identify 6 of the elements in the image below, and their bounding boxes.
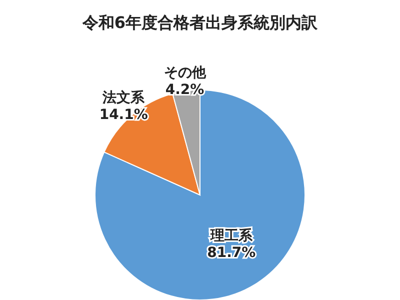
slice-label: 法文系: [102, 89, 146, 106]
data-label: 4.2%: [165, 82, 204, 98]
slice-label: 理工系: [209, 228, 254, 244]
chart-title: 令和6年度合格者出身系統別内訳: [81, 13, 319, 32]
data-label: 81.7%: [207, 244, 256, 261]
slice-label: その他: [164, 65, 207, 82]
